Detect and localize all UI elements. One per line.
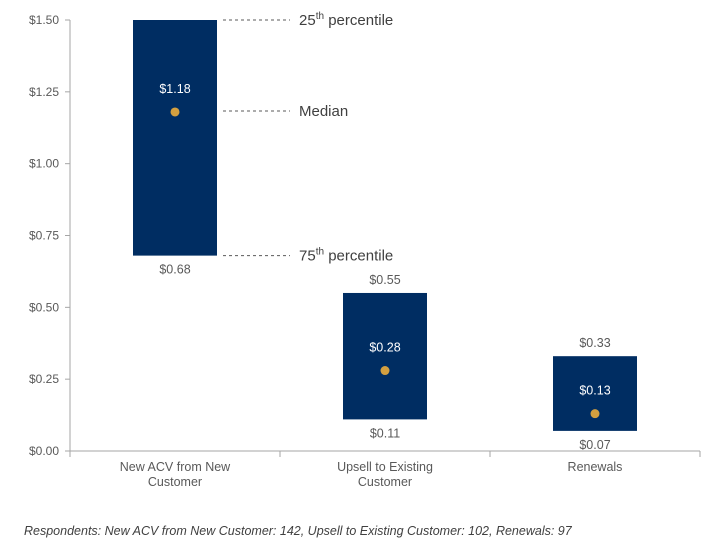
x-category-label: Renewals xyxy=(568,460,623,474)
axes: $0.00 $0.25 $0.50 $0.75 $1.00 $1.25 $1.50 New A… xyxy=(29,13,701,489)
value-labels: $1.18 $0.68 $0.28 $0.55 $0.11 $0.13 $0.33 $0.07 xyxy=(159,82,610,452)
chart: $0.00 $0.25 $0.50 $0.75 $1.00 $1.25 $1.50 New A… xyxy=(29,11,701,489)
x-category-label: New ACV from New Customer xyxy=(120,460,231,489)
y-tick-label: $0.50 xyxy=(29,300,59,314)
bars xyxy=(133,20,637,431)
range-bar xyxy=(133,20,217,256)
y-tick-label: $1.50 xyxy=(29,13,59,27)
bottom-value-label: $0.11 xyxy=(370,426,400,440)
range-bar xyxy=(553,356,637,431)
annotation-label: 75th percentile xyxy=(299,247,393,265)
y-tick-label: $0.75 xyxy=(29,229,59,243)
median-dot xyxy=(590,409,600,419)
annotations: 25th percentile Median 75th percentile xyxy=(223,11,393,265)
range-bar xyxy=(343,292,427,420)
top-value-label: $0.33 xyxy=(579,336,610,350)
median-dot xyxy=(380,366,390,376)
y-tick-label: $1.25 xyxy=(29,85,59,99)
median-value-label: $0.28 xyxy=(369,341,400,355)
x-category-label: Upsell to Existing Customer xyxy=(337,460,433,489)
median-value-label: $1.18 xyxy=(159,82,190,96)
bottom-value-label: $0.68 xyxy=(159,263,190,277)
median-value-label: $0.13 xyxy=(579,384,610,398)
annotation-label: 25th percentile xyxy=(299,11,393,29)
median-dot xyxy=(170,107,180,117)
y-tick-label: $0.00 xyxy=(29,444,59,458)
top-value-label: $0.55 xyxy=(369,273,400,287)
y-tick-label: $1.00 xyxy=(29,157,59,171)
y-tick-label: $0.25 xyxy=(29,372,59,386)
bottom-value-label: $0.07 xyxy=(579,438,610,452)
footnote: Respondents: New ACV from New Customer: … xyxy=(24,524,572,538)
annotation-label: Median xyxy=(299,103,348,120)
